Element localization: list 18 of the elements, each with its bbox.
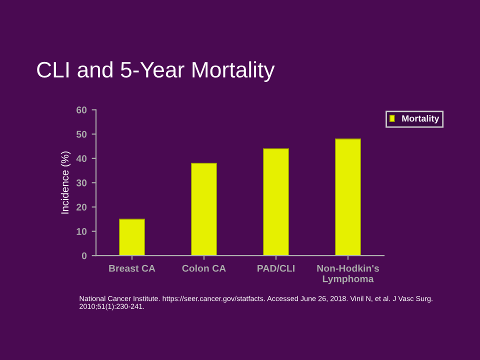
y-tick-label: 40 — [76, 155, 87, 162]
bar — [334, 138, 362, 256]
y-tick-label: 30 — [76, 179, 87, 186]
legend-label: Mortality — [402, 115, 440, 124]
y-tick-label: 50 — [76, 130, 87, 138]
y-tick-label: 60 — [76, 106, 87, 114]
bar — [118, 218, 146, 256]
x-tick-label: Breast CA — [109, 264, 156, 272]
bar — [190, 162, 218, 256]
y-axis-title: Incidence (%) — [60, 152, 71, 214]
bar — [262, 148, 290, 256]
y-tick-label: 10 — [76, 228, 87, 235]
y-tick-label: 0 — [82, 252, 87, 260]
y-tick-label: 20 — [76, 204, 87, 211]
chart-title: CLI and 5-Year Mortality — [37, 61, 275, 82]
x-tick-label: Colon CA — [182, 264, 226, 272]
x-tick-label: PAD/CLI — [258, 264, 294, 272]
x-tick-label: Non-Hodkin's Lymphoma — [317, 264, 380, 284]
